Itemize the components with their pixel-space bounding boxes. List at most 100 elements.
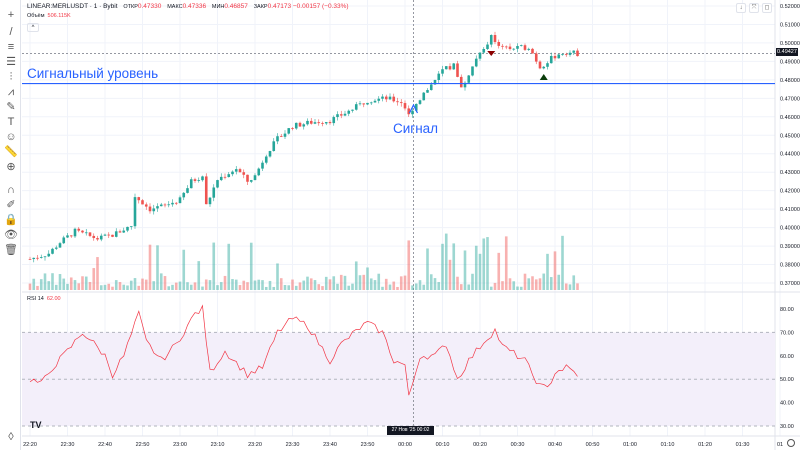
candle-body: [336, 114, 339, 118]
trendline-icon[interactable]: /: [9, 26, 13, 38]
volume-bar: [223, 275, 227, 290]
candle-body: [186, 188, 189, 193]
volume-bar: [546, 253, 549, 290]
candle-body: [441, 69, 444, 74]
fullscreen-icon[interactable]: ⤧: [749, 3, 759, 13]
stay-drawing-icon[interactable]: ✐: [6, 199, 16, 211]
candle-body: [234, 169, 238, 172]
candle-body: [309, 120, 313, 124]
volume-bar: [429, 274, 433, 290]
volume-bar: [332, 276, 336, 290]
volume-bar: [159, 273, 163, 290]
change-value: −0.00157 (−0.33%): [292, 3, 349, 10]
trash-icon[interactable]: 🗑: [4, 244, 18, 256]
volume-bar: [321, 286, 324, 290]
candle-body: [549, 55, 553, 64]
volume-bar: [444, 233, 448, 290]
collapse-legend-button[interactable]: ^: [27, 23, 39, 32]
brush-icon[interactable]: ✎: [6, 101, 16, 113]
candle-body: [523, 45, 527, 50]
rsi-tick-label: 70.00: [780, 330, 794, 336]
candle-body: [564, 54, 568, 56]
price-tick-label: 0.39000: [780, 244, 800, 250]
object-tree-icon[interactable]: ◊: [8, 431, 14, 443]
candle-body: [268, 151, 272, 157]
emoji-icon[interactable]: ☺: [5, 131, 17, 143]
candle-body: [358, 103, 362, 105]
volume-bar: [568, 284, 572, 290]
pattern-icon[interactable]: ⩘: [7, 86, 15, 98]
open-label: ОТКР: [123, 4, 138, 10]
candle-body: [302, 124, 306, 127]
candle-body: [553, 55, 557, 59]
magnet-icon[interactable]: ∩: [7, 184, 15, 196]
candle-body: [227, 174, 231, 178]
time-tick-label: 00:10: [436, 442, 450, 448]
crosshair-time-tag: 27 Нов '25 00:02: [387, 426, 434, 435]
text-icon[interactable]: T: [7, 116, 15, 128]
volume-bar: [396, 286, 399, 290]
volume-bar: [96, 257, 99, 290]
candle-body: [126, 226, 129, 231]
candle-body: [366, 102, 369, 105]
candle-body: [189, 179, 193, 189]
candle-body: [249, 180, 253, 182]
signal-level-label[interactable]: Сигнальный уровень: [27, 66, 159, 81]
candle-body: [148, 206, 152, 212]
candle-body: [156, 206, 159, 209]
price-tick-label: 0.42000: [780, 189, 800, 195]
zoom-in-icon[interactable]: ⊕: [6, 161, 16, 173]
volume-bar: [508, 278, 512, 290]
price-tick-label: 0.40000: [780, 226, 800, 232]
signal-label[interactable]: Сигнал: [393, 121, 439, 136]
candle-body: [512, 48, 516, 50]
symbol-title[interactable]: LINEAR:MERLUSDT · 1 · Bybit: [27, 3, 118, 10]
eye-icon[interactable]: 👁: [4, 229, 18, 241]
candle-body: [133, 197, 137, 227]
time-tick-label: 22:40: [98, 442, 112, 448]
candle-body: [576, 50, 579, 57]
volume-bar: [216, 285, 219, 290]
screenshot-icon[interactable]: ◻: [762, 3, 772, 13]
ruler-icon[interactable]: 📏: [4, 146, 18, 158]
crosshair-icon[interactable]: +: [7, 9, 15, 21]
fib-icon[interactable]: ☰: [6, 56, 16, 68]
lock-icon[interactable]: 🔒: [4, 214, 18, 226]
volume-bar: [403, 275, 407, 290]
candle-body: [369, 102, 373, 104]
candle-body: [99, 235, 103, 240]
volume-bar: [189, 284, 193, 290]
candle-body: [433, 79, 437, 85]
volume-bar: [294, 285, 298, 290]
arrow-down-icon[interactable]: ↓: [736, 3, 746, 13]
volume-bar: [489, 286, 493, 290]
tradingview-logo[interactable]: TV: [30, 420, 42, 430]
time-tick-label: 01:30: [736, 442, 750, 448]
price-tick-label: 0.52000: [780, 4, 800, 10]
pitchfork-icon[interactable]: ⫶: [9, 71, 13, 83]
rsi-tick-label: 60.00: [780, 354, 794, 360]
candle-body: [459, 76, 463, 88]
candle-body: [144, 204, 148, 207]
candle-body: [486, 44, 489, 49]
volume-bar: [242, 280, 246, 290]
candle-body: [411, 110, 414, 115]
volume-bar: [549, 277, 553, 290]
volume-bar: [272, 286, 276, 290]
volume-bar: [137, 285, 141, 290]
volume-bar: [186, 282, 189, 290]
volume-bar: [204, 279, 208, 290]
volume-bar: [66, 283, 69, 290]
volume-bar: [212, 242, 216, 290]
horizontal-lines-icon[interactable]: ≡: [7, 41, 15, 53]
volume-bar: [291, 279, 294, 290]
candle-body: [444, 66, 448, 70]
candle-body: [32, 257, 36, 260]
candle-body: [92, 235, 96, 239]
volume-bar: [399, 276, 403, 290]
volume-bar: [264, 286, 268, 290]
candle-body: [219, 176, 223, 181]
candle-body: [28, 258, 32, 260]
volume-bar: [219, 282, 223, 290]
